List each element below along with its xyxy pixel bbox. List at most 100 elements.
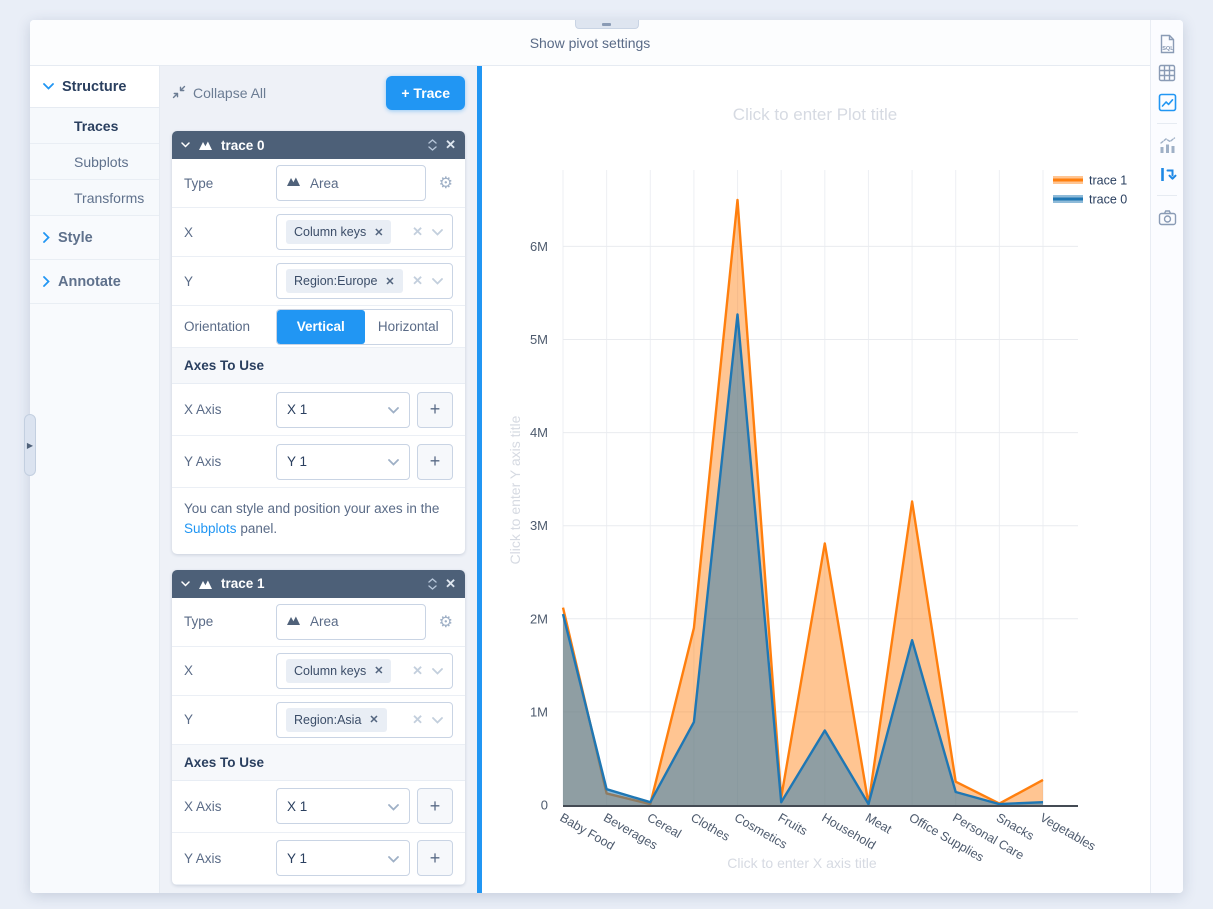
info-prefix: You can style and position your axes in … (184, 501, 440, 516)
clear-selection-icon[interactable]: ✕ (412, 662, 423, 678)
trace-type-field[interactable]: Area (276, 165, 426, 201)
legend-label[interactable]: trace 0 (1089, 193, 1127, 207)
add-x-axis-button[interactable]: + (417, 788, 453, 824)
pivot-icon[interactable] (1157, 164, 1177, 184)
remove-chip-icon[interactable]: ✕ (374, 226, 384, 239)
field-label: Type (184, 614, 214, 629)
gear-icon[interactable]: ⚙ (438, 613, 453, 631)
x-axis-select[interactable]: X 1 (276, 391, 410, 428)
chevron-right-icon (43, 276, 50, 287)
chart-image-icon[interactable] (1157, 92, 1177, 112)
close-trace-icon[interactable]: ✕ (445, 575, 456, 591)
y-tick-label: 2M (530, 611, 548, 626)
x-data-select[interactable]: Column keys ✕ ✕ (276, 214, 453, 250)
trace-1-fold-header[interactable]: trace 1 ✕ (172, 569, 465, 598)
area-chart-icon (286, 613, 301, 631)
x-axis-title-placeholder[interactable]: Click to enter X axis title (727, 855, 877, 871)
reorder-trace-icon[interactable] (428, 577, 437, 590)
clear-selection-icon[interactable]: ✕ (412, 273, 423, 288)
panel-resize-divider[interactable] (477, 66, 482, 893)
remove-chip-icon[interactable]: ✕ (385, 275, 395, 288)
y-tick-label: 4M (530, 425, 548, 440)
orientation-vertical-button[interactable]: Vertical (277, 309, 365, 344)
editor-sidebar: Structure Traces Subplots Transforms Sty… (30, 66, 160, 893)
sql-icon[interactable]: SQL (1157, 34, 1177, 54)
area-fill-trace-1[interactable] (563, 199, 1043, 805)
y-axis-title-placeholder[interactable]: Click to enter Y axis title (507, 415, 523, 564)
remove-chip-icon[interactable]: ✕ (369, 714, 379, 726)
sidebar-section-annotate[interactable]: Annotate (30, 260, 159, 304)
remove-chip-icon[interactable]: ✕ (374, 665, 384, 677)
trace-type-field[interactable]: Area (276, 603, 426, 640)
type-row: Type Area ⚙ (172, 159, 465, 208)
selected-value-chip: Column keys ✕ (286, 220, 392, 244)
panel-collapse-tab[interactable] (574, 20, 639, 29)
gear-icon[interactable]: ⚙ (438, 175, 453, 192)
field-label: Y Axis (184, 454, 222, 469)
area-line-trace-0[interactable] (561, 313, 1044, 806)
add-y-axis-button[interactable]: + (417, 443, 453, 480)
show-pivot-settings-button[interactable]: Show pivot settings (529, 34, 651, 51)
x-tick-label: Clothes (688, 810, 732, 843)
plot-title-placeholder[interactable]: Click to enter Plot title (733, 105, 897, 124)
x-data-select[interactable]: Column keys ✕ ✕ (276, 652, 453, 689)
sidebar-item-label: Traces (74, 117, 119, 134)
y-axis-select[interactable]: Y 1 (276, 443, 410, 480)
legend-label[interactable]: trace 1 (1089, 174, 1127, 188)
reorder-trace-icon[interactable] (428, 139, 437, 151)
sidebar-item-traces[interactable]: Traces (30, 108, 159, 144)
x-data-row: X Column keys ✕ ✕ (172, 208, 465, 257)
field-label: Y (184, 273, 194, 289)
selected-value-chip: Region:Europe ✕ (286, 269, 403, 293)
chart-builder-icon[interactable] (1157, 135, 1177, 155)
field-label: Y Axis (184, 850, 222, 866)
axes-info-text: You can style and position your axes in … (172, 488, 465, 554)
trace-0-fold: trace 0 ✕ Type (172, 131, 465, 554)
close-trace-icon[interactable]: ✕ (445, 137, 456, 152)
add-x-axis-button[interactable]: + (417, 391, 453, 428)
area-chart-icon (198, 139, 213, 151)
collapse-all-button[interactable]: Collapse All (172, 85, 266, 102)
sidebar-section-style[interactable]: Style (30, 216, 159, 260)
camera-icon[interactable] (1157, 207, 1177, 227)
legend[interactable]: trace 1 trace 0 (1046, 168, 1148, 212)
x-axis-row: X Axis X 1 + (172, 384, 465, 436)
select-value: Y 1 (287, 850, 308, 866)
chevron-down-icon[interactable] (432, 711, 443, 729)
info-suffix: panel. (240, 521, 278, 537)
clear-selection-icon[interactable]: ✕ (412, 224, 423, 239)
trace-type-value: Area (310, 614, 339, 629)
chevron-down-icon[interactable] (181, 580, 190, 587)
sidebar-item-transforms[interactable]: Transforms (30, 180, 159, 216)
add-y-axis-button[interactable]: + (417, 840, 453, 876)
chevron-down-icon[interactable] (432, 272, 443, 290)
orientation-horizontal-button[interactable]: Horizontal (377, 319, 439, 334)
sidebar-item-subplots[interactable]: Subplots (30, 144, 159, 180)
sidebar-section-structure[interactable]: Structure (30, 66, 159, 108)
table-icon[interactable] (1157, 63, 1177, 83)
plot-canvas[interactable]: 0 1M 2M 3M 4M 5M 6M Baby Food Beverages Cereal Clo… (482, 66, 1150, 893)
y-data-select[interactable]: Region:Europe ✕ ✕ (276, 263, 453, 299)
sidebar-collapse-handle[interactable]: ▶ (24, 414, 36, 476)
y-tick-label: 1M (530, 704, 548, 719)
x-tick-label: Meat (863, 810, 895, 836)
field-label: X (184, 224, 194, 240)
add-trace-button[interactable]: + Trace (386, 76, 465, 110)
chevron-down-icon (388, 851, 399, 866)
x-axis-select[interactable]: X 1 (276, 788, 410, 824)
chip-label: Column keys (294, 225, 367, 239)
trace-0-fold-header[interactable]: trace 0 ✕ (172, 131, 465, 159)
selected-value-chip: Column keys ✕ (286, 658, 392, 683)
y-axis-select[interactable]: Y 1 (276, 840, 410, 876)
clear-selection-icon[interactable]: ✕ (412, 711, 423, 727)
chip-label: Region:Asia (294, 712, 362, 727)
chevron-down-icon[interactable] (432, 223, 443, 241)
chevron-down-icon[interactable] (181, 142, 190, 148)
y-data-select[interactable]: Region:Asia ✕ ✕ (276, 701, 453, 738)
trace-1-fold: trace 1 ✕ Type (172, 569, 465, 885)
subplots-panel-link[interactable]: Subplots (184, 521, 237, 537)
chevron-down-icon[interactable] (432, 662, 443, 680)
rail-divider (1157, 195, 1177, 196)
